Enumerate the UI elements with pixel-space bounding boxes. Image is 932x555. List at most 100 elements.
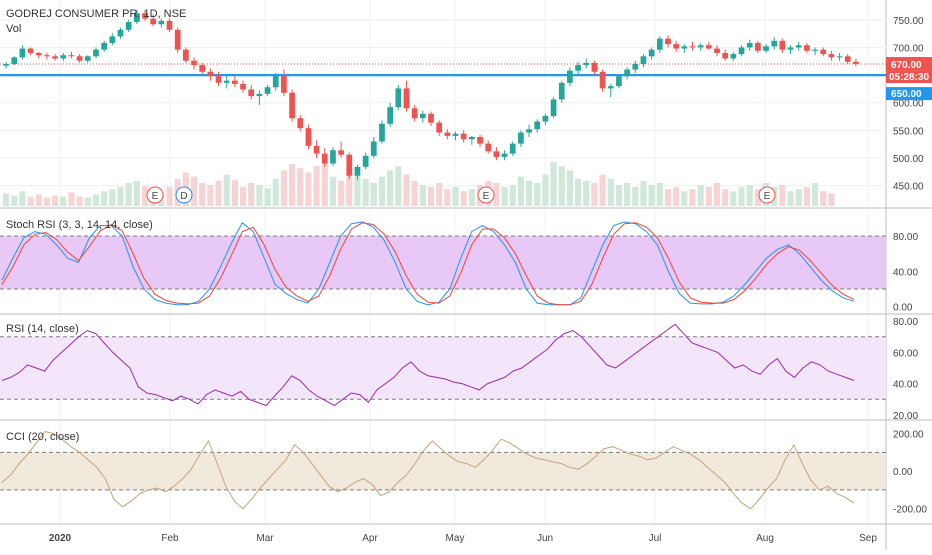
candle-body bbox=[101, 43, 108, 50]
price-axis-tick: 700.00 bbox=[893, 43, 924, 54]
volume-bar bbox=[207, 185, 214, 206]
indicator-axis-tick: -200.00 bbox=[893, 505, 927, 516]
candle-body bbox=[550, 99, 557, 117]
candle-body bbox=[142, 13, 148, 19]
indicator-axis-tick: 40.00 bbox=[893, 380, 918, 391]
candle-body bbox=[714, 48, 720, 53]
volume-bar bbox=[803, 187, 810, 206]
volume-bar bbox=[607, 178, 614, 206]
volume-bar bbox=[493, 182, 500, 206]
volume-bar bbox=[354, 174, 361, 206]
volume-bar bbox=[248, 182, 255, 206]
volume-bar bbox=[84, 197, 91, 206]
volume-bar bbox=[313, 166, 320, 206]
indicator-series-line bbox=[1, 431, 855, 510]
volume-bar bbox=[256, 185, 263, 206]
candle-body bbox=[338, 150, 344, 155]
candle-body bbox=[44, 55, 50, 57]
indicator-band bbox=[0, 236, 886, 289]
volume-bar bbox=[117, 187, 124, 206]
candle-body bbox=[313, 145, 320, 154]
volume-bar bbox=[664, 189, 672, 206]
candle-body bbox=[722, 52, 729, 59]
volume-bar bbox=[444, 189, 451, 206]
candle-body bbox=[836, 56, 843, 58]
volume-bar bbox=[436, 182, 443, 206]
volume-bar bbox=[517, 176, 524, 206]
candle-body bbox=[624, 69, 630, 77]
candle-body bbox=[232, 80, 238, 84]
candle-body bbox=[215, 76, 222, 83]
volume-bar bbox=[403, 174, 410, 206]
volume-bar bbox=[76, 196, 83, 206]
candle-body bbox=[501, 153, 508, 157]
volume-bar bbox=[272, 178, 279, 206]
candle-body bbox=[199, 65, 206, 72]
time-axis-label: 2020 bbox=[49, 533, 72, 544]
indicator-axis-tick: 60.00 bbox=[893, 348, 918, 359]
candle-body bbox=[125, 22, 132, 30]
candle-body bbox=[387, 107, 394, 124]
time-axis-label: Jul bbox=[649, 533, 662, 544]
volume-bar bbox=[509, 185, 516, 206]
volume-bar bbox=[599, 174, 606, 206]
volume-bar bbox=[387, 170, 394, 206]
volume-bar bbox=[746, 185, 753, 206]
candle-body bbox=[305, 128, 312, 146]
volume-bar bbox=[689, 189, 696, 206]
candle-body bbox=[771, 40, 778, 47]
volume-bar bbox=[289, 164, 296, 206]
candle-body bbox=[763, 46, 769, 51]
price-axis-tick: 600.00 bbox=[893, 99, 924, 110]
candle-body bbox=[575, 65, 581, 71]
candle-body bbox=[673, 44, 680, 49]
volume-bar bbox=[3, 193, 10, 206]
candle-body bbox=[76, 56, 83, 61]
indicator-axis-tick: 20.00 bbox=[893, 411, 918, 422]
candle-body bbox=[166, 20, 173, 30]
candle-body bbox=[109, 36, 116, 44]
candle-body bbox=[379, 123, 385, 142]
candle-body bbox=[60, 55, 67, 59]
volume-bar bbox=[583, 180, 590, 206]
volume-bar bbox=[199, 182, 206, 206]
candle-body bbox=[460, 133, 467, 140]
candle-body bbox=[558, 82, 565, 100]
volume-bar bbox=[141, 186, 149, 206]
volume-bar bbox=[795, 189, 802, 206]
event-marker bbox=[758, 186, 776, 204]
candle-body bbox=[68, 55, 75, 57]
event-marker-label: E bbox=[483, 191, 490, 202]
volume-bar bbox=[321, 162, 328, 206]
volume-bar bbox=[820, 191, 827, 206]
volume-bar bbox=[615, 185, 623, 206]
candle-body bbox=[223, 80, 230, 83]
volume-bar bbox=[468, 189, 475, 206]
candle-body bbox=[281, 75, 287, 93]
indicator-title: RSI (14, close) bbox=[6, 323, 79, 335]
volume-bar bbox=[673, 187, 680, 206]
candle-body bbox=[207, 71, 214, 77]
indicator-series-line bbox=[1, 221, 855, 306]
candle-body bbox=[133, 13, 140, 23]
volume-bar bbox=[109, 189, 116, 206]
volume-bar bbox=[460, 191, 467, 206]
indicator-axis-tick: 0.00 bbox=[893, 467, 913, 478]
volume-bar bbox=[125, 182, 132, 206]
volume-bar bbox=[338, 180, 345, 206]
candle-body bbox=[853, 61, 859, 65]
volume-bar bbox=[52, 195, 59, 206]
candle-body bbox=[738, 47, 745, 55]
volume-bar bbox=[92, 194, 100, 206]
volume-bar bbox=[542, 174, 549, 206]
volume-bar bbox=[754, 189, 761, 206]
volume-bar bbox=[591, 182, 598, 206]
volume-bar bbox=[395, 166, 402, 206]
candle-body bbox=[812, 49, 818, 51]
candle-body bbox=[665, 38, 671, 45]
indicator-series-line bbox=[1, 323, 855, 407]
volume-bar bbox=[534, 182, 541, 206]
volume-bar bbox=[738, 187, 745, 206]
countdown-tag-text: 05:28:30 bbox=[889, 72, 929, 83]
candle-body bbox=[632, 64, 639, 70]
